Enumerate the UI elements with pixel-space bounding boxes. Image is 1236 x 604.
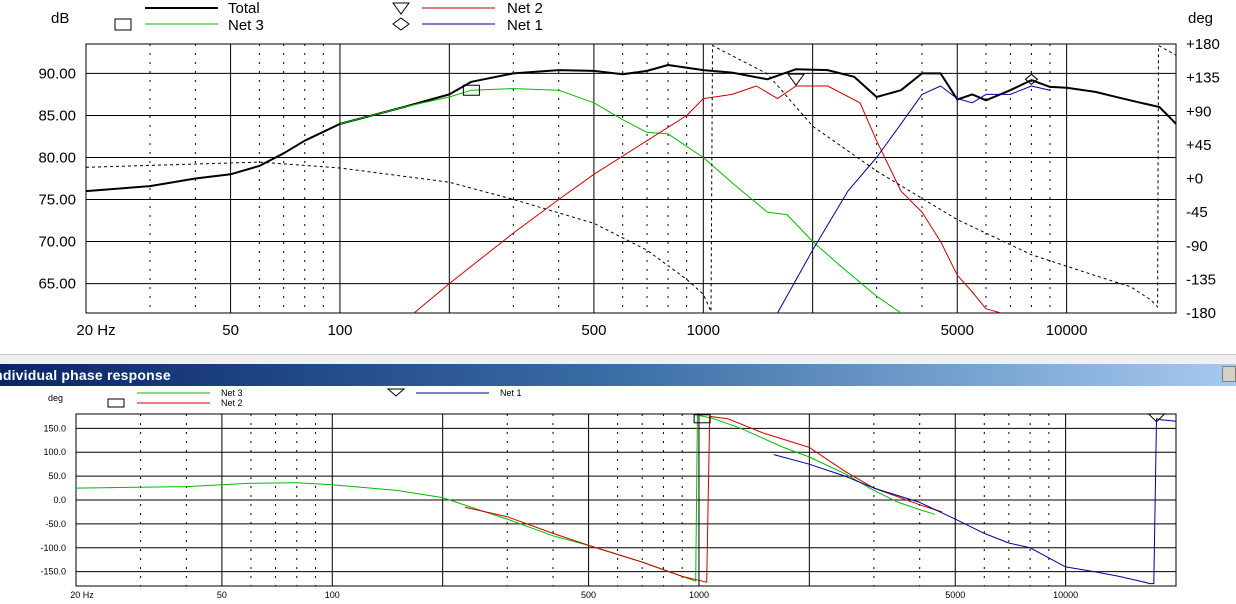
top-series-total: [85, 64, 1177, 193]
top-ytick-label: 70.00: [38, 234, 76, 251]
bottom-ytick-label: 0.0: [53, 495, 66, 505]
top-plot-frame: [85, 43, 1177, 314]
bottom-y-unit-label: deg: [48, 393, 64, 403]
bottom-xtick-label: 50: [217, 590, 227, 600]
bottom-ytick-label: 50.0: [48, 471, 66, 481]
bottom-xtick-label: 1000: [689, 590, 709, 600]
bottom-series-net-1: [773, 418, 1177, 585]
top-xtick-label: 5000: [941, 322, 974, 339]
bottom-ytick-label: 150.0: [43, 423, 66, 433]
legend-label-net3: Net 3: [228, 17, 264, 34]
top-y2tick-label: +90: [1186, 103, 1211, 120]
top-xtick-label: 50: [222, 322, 239, 339]
top-series-total-phase: [85, 45, 1177, 312]
top-xtick-label: 100: [327, 322, 352, 339]
top-y2tick-label: -135: [1186, 271, 1216, 288]
top-ytick-label: 80.00: [38, 149, 76, 166]
bottom-xtick-label: 500: [581, 590, 596, 600]
legend2-marker-square: [107, 398, 125, 408]
net2-curve-marker: [787, 73, 806, 86]
net3-curve-marker: [462, 84, 480, 96]
top-xtick-label: 500: [581, 322, 606, 339]
top-xtick-label: 1000: [687, 322, 720, 339]
legend2-marker-triangle: [386, 388, 406, 397]
legend2-label-net3: Net 3: [221, 388, 243, 398]
legend2-label-net2: Net 2: [221, 398, 243, 408]
bottom-ytick-label: -50.0: [45, 519, 66, 529]
top-series-net-3: [339, 88, 902, 314]
legend2-label-net1: Net 1: [500, 388, 522, 398]
top-y2tick-label: +135: [1186, 70, 1220, 87]
top-y2tick-label: +180: [1186, 36, 1220, 53]
bottom-triangle-marker: [1147, 413, 1166, 423]
bottom-xtick-label: 10000: [1053, 590, 1078, 600]
bottom-xtick-label: 5000: [945, 590, 965, 600]
bottom-xtick-label: 20 Hz: [70, 590, 94, 600]
bottom-square-marker: [693, 414, 711, 424]
top-y2tick-label: +0: [1186, 171, 1203, 188]
window-title: Individual phase response: [0, 367, 171, 383]
bottom-ytick-label: -150.0: [40, 567, 66, 577]
top-ytick-label: 90.00: [38, 65, 76, 82]
window-separator: [0, 354, 1236, 365]
top-y2tick-label: +45: [1186, 137, 1211, 154]
top-y2-unit-label: deg: [1188, 10, 1214, 27]
window-titlebar[interactable]: Individual phase response: [0, 364, 1236, 386]
bottom-ytick-label: -100.0: [40, 543, 66, 553]
legend-label-net1: Net 1: [507, 17, 543, 34]
legend-marker-net2-triangle: [392, 2, 410, 15]
top-y2tick-label: -45: [1186, 204, 1208, 221]
top-y2tick-label: -90: [1186, 238, 1208, 255]
top-series-net-2: [413, 85, 1002, 314]
top-ytick-label: 65.00: [38, 276, 76, 293]
bottom-xtick-label: 100: [325, 590, 340, 600]
legend-label-total: Total: [228, 0, 260, 17]
top-ytick-label: 75.00: [38, 192, 76, 209]
legend-marker-net1-diamond: [392, 17, 410, 31]
legend-label-net2: Net 2: [507, 0, 543, 17]
top-y-unit-label: dB: [51, 10, 70, 27]
top-xtick-label: 10000: [1046, 322, 1088, 339]
legend-marker-net3-square: [114, 18, 132, 31]
bottom-ytick-label: 100.0: [43, 447, 66, 457]
top-y2tick-label: -180: [1186, 305, 1216, 322]
net1-curve-marker: [1024, 73, 1039, 85]
top-series-net-1: [777, 85, 1051, 314]
top-ytick-label: 85.00: [38, 107, 76, 124]
top-xtick-label: 20 Hz: [76, 322, 115, 339]
